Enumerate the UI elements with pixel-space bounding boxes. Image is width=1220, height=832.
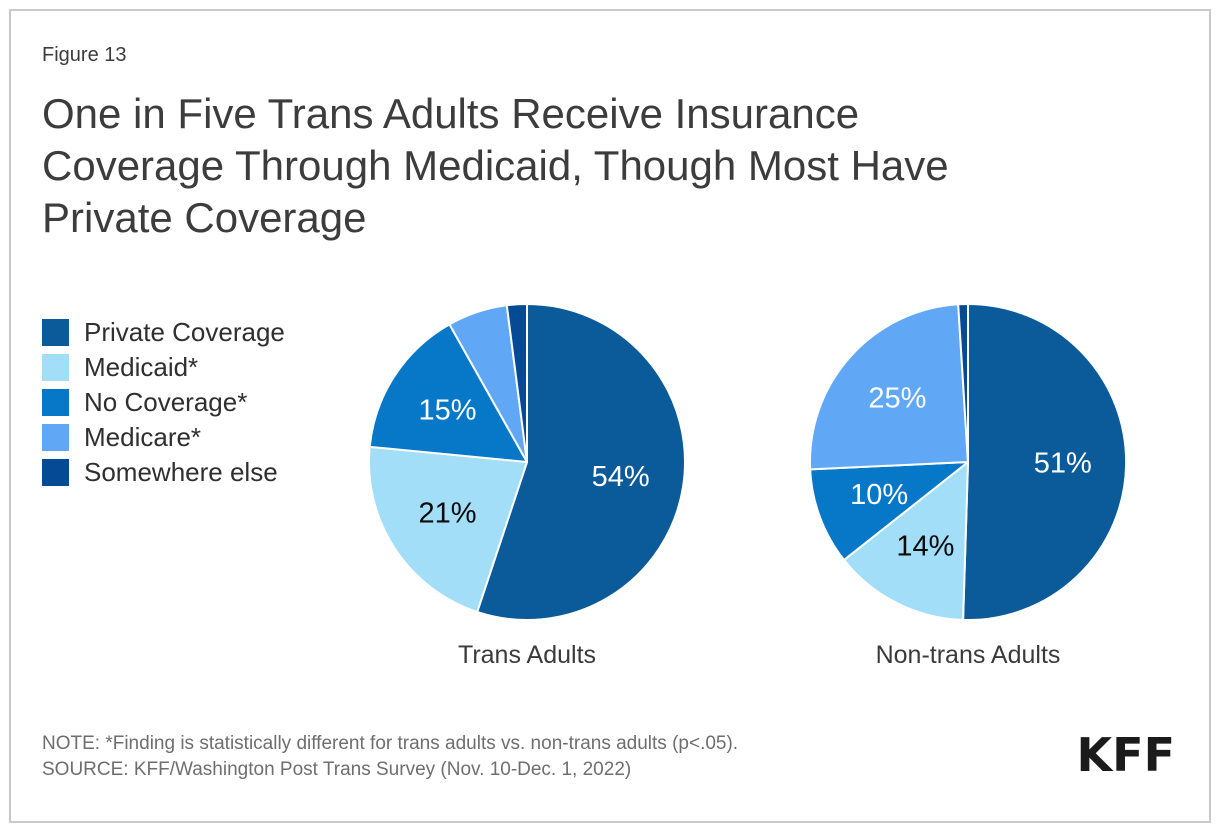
slice-label: 51% [1034,448,1092,480]
slice-label: 54% [592,461,650,493]
chart-title-line-1: One in Five Trans Adults Receive Insuran… [42,90,860,137]
pie-slice [809,303,969,471]
legend-swatch-no-coverage [42,389,69,416]
pie-slice [368,445,528,613]
pie-slice [476,303,686,621]
pie-slice [962,303,1128,621]
figure-number: Figure 13 [42,44,127,66]
footnotes: NOTE: *Finding is statistically differen… [42,731,738,783]
slice-label: 10% [850,479,908,511]
legend-label: Somewhere else [84,457,278,487]
pie-slice [843,461,969,621]
kff-logo: KFF [1076,728,1176,782]
chart-title-line-2: Coverage Through Medicaid, Though Most H… [42,142,949,189]
pie-slice [368,323,528,463]
note-text: NOTE: *Finding is statistically differen… [42,733,739,754]
legend-swatch-private-coverage [42,319,69,346]
legend-item-somewhere-else: Somewhere else [42,457,285,487]
chart-title-line-3: Private Coverage [42,194,367,241]
legend-label: No Coverage* [84,387,248,417]
legend-swatch-medicare [42,424,69,451]
legend-item-medicare: Medicare* [42,422,285,452]
pie-slice [957,303,969,463]
legend-swatch-somewhere-else [42,459,69,486]
slice-label: 21% [418,498,476,530]
slice-label: 15% [418,394,476,426]
pie-chart-trans-adults: 54% 21% 15% [368,303,686,621]
pie-slice [809,461,969,561]
legend-item-private-coverage: Private Coverage [42,317,285,347]
legend-item-medicaid: Medicaid* [42,352,285,382]
legend-label: Medicaid* [84,352,199,382]
chart-title: One in Five Trans Adults Receive Insuran… [42,88,949,244]
pie-chart-non-trans-adults: 51% 14% 10% 25% [809,303,1128,621]
pie-slice [505,303,528,463]
legend-swatch-medicaid [42,354,69,381]
pie-caption-trans-adults: Trans Adults [457,641,597,669]
legend: Private Coverage Medicaid* No Coverage* … [42,317,285,494]
slice-label: 25% [868,383,926,415]
legend-label: Medicare* [84,422,202,452]
source-text: SOURCE: KFF/Washington Post Trans Survey… [42,759,632,780]
legend-label: Private Coverage [84,317,285,347]
legend-item-no-coverage: No Coverage* [42,387,285,417]
pie-caption-non-trans-adults: Non-trans Adults [875,641,1061,669]
slice-label: 14% [896,531,954,563]
